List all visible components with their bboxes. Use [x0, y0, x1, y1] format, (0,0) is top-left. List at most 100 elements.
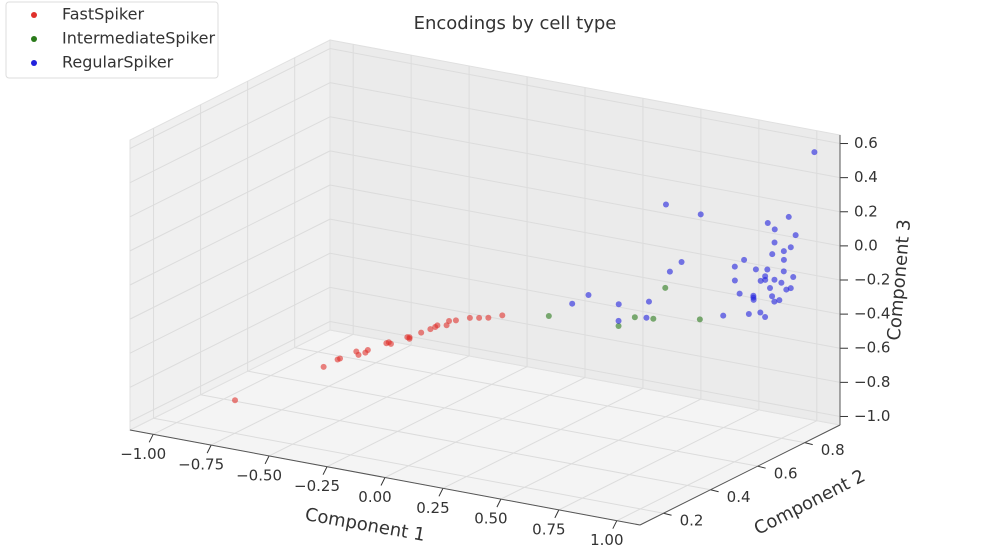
- grid-line: [247, 370, 758, 467]
- grid-line: [210, 344, 412, 446]
- point: [406, 335, 413, 342]
- point: [750, 292, 757, 299]
- y-tick-label: 0.4: [727, 488, 751, 506]
- legend-marker: [31, 36, 37, 42]
- grid-line: [384, 377, 586, 478]
- axis-line: [639, 424, 841, 526]
- point: [785, 213, 792, 220]
- point: [764, 266, 771, 273]
- y-tick: [710, 489, 719, 493]
- point: [443, 322, 450, 329]
- point: [731, 277, 738, 284]
- grid-line: [329, 252, 841, 349]
- x-tick: [322, 466, 328, 475]
- point: [720, 312, 727, 319]
- y-tick-label: 0.2: [680, 512, 704, 530]
- legend: FastSpiker IntermediateSpiker RegularSpike…: [5, 1, 219, 79]
- z-tick-label: −0.8: [854, 373, 890, 391]
- point: [631, 314, 638, 321]
- point: [645, 298, 652, 305]
- grid-line: [294, 347, 805, 444]
- point: [678, 259, 685, 266]
- point: [452, 317, 459, 324]
- x-tick-label: 0.00: [358, 488, 391, 506]
- grid-line: [329, 116, 841, 213]
- point: [383, 340, 390, 347]
- x-axis-label: Component 1: [303, 504, 426, 546]
- z-tick-label: −0.4: [854, 305, 890, 323]
- point: [696, 316, 703, 323]
- point: [697, 211, 704, 218]
- point: [427, 326, 434, 333]
- x-tick-label: 0.75: [532, 520, 565, 538]
- point: [767, 284, 774, 291]
- legend-label: RegularSpiker: [62, 53, 174, 72]
- x-tick-label: 0.50: [474, 510, 507, 528]
- point: [434, 322, 441, 329]
- grid-line: [129, 321, 331, 422]
- x-tick: [554, 509, 560, 519]
- grid-line: [329, 48, 841, 145]
- point: [741, 256, 748, 263]
- z-tick-label: 0.2: [854, 202, 878, 220]
- grid-line: [129, 116, 331, 218]
- grid-line: [329, 320, 841, 417]
- point: [569, 300, 576, 307]
- x-tick-label: −1.00: [120, 445, 166, 463]
- grid-line: [129, 82, 331, 184]
- grid-line: [129, 218, 331, 320]
- z-tick-label: −0.2: [854, 271, 890, 289]
- point: [736, 290, 743, 297]
- point: [499, 312, 506, 319]
- x-tick: [380, 477, 386, 486]
- grid-line: [329, 184, 841, 281]
- legend-marker: [31, 12, 37, 18]
- grid-line: [558, 409, 760, 511]
- point: [418, 329, 425, 336]
- y-tick: [663, 512, 672, 516]
- y-tick: [804, 442, 813, 446]
- legend-box: [5, 1, 219, 79]
- y-tick-label: 0.8: [821, 441, 845, 459]
- axis-line: [129, 429, 641, 526]
- point: [771, 276, 778, 283]
- point: [771, 239, 778, 246]
- chart-title: Encodings by cell type: [414, 13, 617, 34]
- point: [762, 273, 769, 280]
- grid-line: [329, 82, 841, 179]
- x-tick: [206, 444, 212, 454]
- x-tick: [438, 488, 444, 497]
- z-tick-label: −0.6: [854, 339, 890, 357]
- point: [545, 312, 552, 319]
- point: [780, 248, 787, 255]
- x-tick-label: −0.50: [236, 466, 282, 484]
- grid-line: [616, 420, 818, 522]
- x-tick-label: −0.75: [178, 456, 224, 474]
- x-tick: [264, 455, 270, 465]
- x-tick: [148, 434, 154, 443]
- y-tick: [757, 465, 766, 469]
- z-tick-label: 0.4: [854, 168, 878, 186]
- point: [232, 397, 239, 404]
- grid-line: [129, 150, 331, 252]
- point: [362, 349, 369, 356]
- point: [662, 284, 669, 291]
- legend-label: IntermediateSpiker: [62, 29, 216, 48]
- point: [476, 314, 483, 321]
- grid-line: [153, 417, 664, 514]
- point: [762, 314, 769, 321]
- grid-line: [129, 184, 331, 286]
- z-tick-label: 0.6: [854, 134, 878, 152]
- point: [485, 314, 492, 321]
- point: [650, 315, 657, 322]
- grid-line: [500, 398, 702, 500]
- point: [769, 251, 776, 258]
- point: [757, 277, 764, 284]
- point: [731, 263, 738, 270]
- point: [466, 314, 473, 321]
- point: [585, 291, 592, 298]
- grid-line: [326, 366, 528, 468]
- point: [387, 340, 394, 347]
- point: [792, 232, 799, 239]
- point: [771, 226, 778, 233]
